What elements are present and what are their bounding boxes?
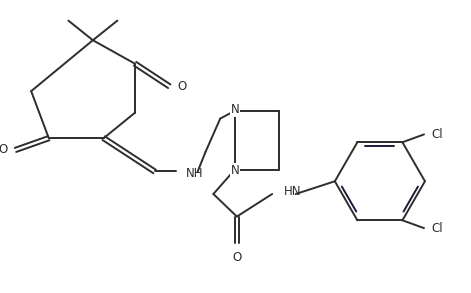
Text: NH: NH (186, 167, 203, 180)
Text: O: O (0, 144, 8, 156)
Text: N: N (230, 164, 239, 177)
Text: N: N (230, 103, 239, 116)
Text: O: O (177, 80, 187, 93)
Text: HN: HN (284, 185, 301, 197)
Text: Cl: Cl (432, 222, 443, 235)
Text: Cl: Cl (432, 128, 443, 141)
Text: O: O (232, 251, 242, 264)
